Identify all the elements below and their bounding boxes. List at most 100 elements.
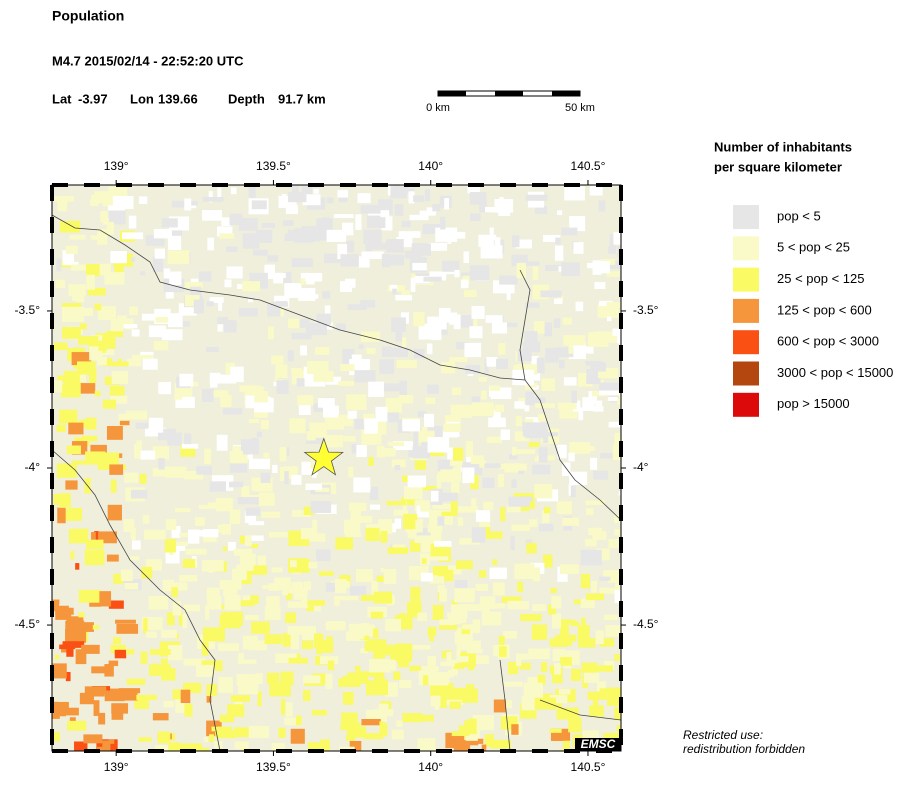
cell [423,276,442,282]
cell [521,695,536,711]
cell [53,493,60,505]
cell [580,598,595,609]
cell [504,322,518,328]
cell [557,566,568,582]
cell [240,600,255,607]
cell [123,519,135,532]
cell [542,554,553,568]
cell [237,497,260,505]
cell [75,649,87,665]
cell [282,220,294,226]
cell [245,535,264,541]
cell [439,307,451,323]
cell [417,738,436,751]
cell [537,414,547,422]
cell [107,504,122,521]
cell [96,263,112,276]
cell [364,418,378,434]
cell [264,264,275,280]
cell [588,527,603,536]
cell [190,278,199,284]
cell [97,356,107,366]
cell [206,690,212,703]
cell [107,221,115,235]
cell [402,713,423,723]
cell [427,655,436,669]
cell [554,298,563,304]
cell [141,566,153,579]
cell [302,625,317,640]
cell [202,210,222,221]
cell [593,406,604,412]
cell [475,510,491,522]
cell [233,548,253,556]
cell [525,422,547,439]
cell [528,648,550,659]
cell [564,186,585,201]
cell [366,347,376,354]
cell [85,264,100,277]
cell [443,423,461,432]
cell [140,271,146,276]
cell [89,368,97,384]
cell [87,287,106,296]
cell [512,369,534,386]
cell [209,734,214,743]
cell [251,200,267,210]
cell [589,185,603,196]
cell [112,196,134,210]
cell [360,648,369,654]
cell [569,442,590,454]
cell [273,277,283,284]
cell [369,504,381,510]
cell [451,600,458,605]
cell [442,510,454,525]
cell [345,736,356,741]
cell [57,507,66,524]
cell [218,677,233,693]
cell [272,464,278,474]
cell [61,707,79,716]
cell [57,701,69,710]
cell [490,387,512,399]
cell [554,636,568,647]
cell [511,479,517,488]
cell [617,398,621,405]
cell [307,742,320,751]
cell [502,630,517,639]
cell [614,654,620,661]
cell [369,486,379,501]
cell [543,322,552,337]
cell [92,625,99,630]
cell [417,612,427,622]
cell [556,707,579,720]
cell [65,480,78,490]
cell [505,700,512,709]
cell [79,370,86,383]
cell [136,440,142,451]
cell [340,722,362,731]
cell [599,576,611,581]
cell [609,234,616,249]
cell [306,606,315,612]
cell [337,190,349,198]
cell [594,282,606,289]
event: M4.7 2015/02/14 - 22:52:20 UTC [52,53,244,68]
cell [168,645,183,661]
cell [412,262,427,271]
cell [609,260,621,270]
cell [250,595,259,604]
cell [488,417,506,428]
cell [203,529,219,538]
depth: 91.7 km [278,91,326,106]
x-tick-label: 140° [418,159,443,173]
cell [393,509,408,516]
cell [134,698,149,709]
cell [365,527,380,542]
cell [52,380,63,393]
cell [297,395,314,406]
cell [444,198,450,210]
cell [351,354,362,363]
cell [102,399,117,409]
